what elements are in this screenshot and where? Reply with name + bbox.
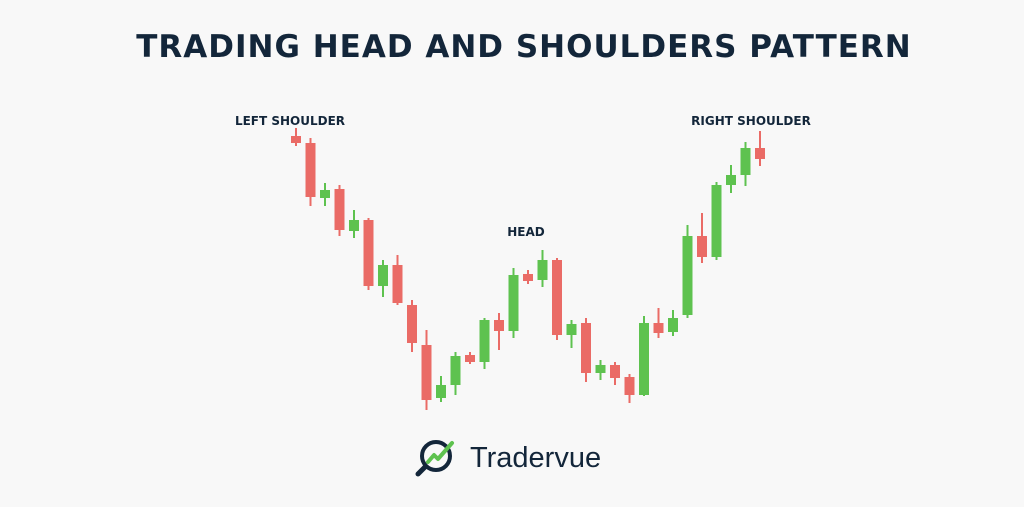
brand: Tradervue — [470, 442, 601, 474]
annotation: LEFT SHOULDER — [235, 114, 345, 128]
candle-body — [450, 356, 461, 385]
annotation: HEAD — [507, 225, 545, 239]
logo-icon — [415, 440, 454, 477]
candle-body — [320, 190, 330, 198]
candle-body — [291, 136, 301, 143]
candle-body — [349, 220, 359, 231]
candle-body — [523, 274, 533, 281]
candle-body — [334, 189, 345, 230]
candle-body — [711, 185, 722, 257]
candle-body — [726, 175, 736, 185]
candle-body — [436, 385, 446, 398]
candle-body — [378, 265, 388, 286]
candle-body — [363, 220, 374, 286]
candle-body — [682, 236, 693, 315]
candle-body — [508, 275, 519, 331]
chart-title: TRADING HEAD AND SHOULDERS PATTERN — [136, 29, 911, 65]
annotation: RIGHT SHOULDER — [691, 114, 811, 128]
candle-body — [610, 365, 620, 378]
candle-body — [653, 323, 664, 333]
candle-body — [421, 345, 432, 400]
candle-body — [552, 260, 562, 335]
candle-body — [639, 323, 649, 395]
candle-body — [697, 236, 707, 257]
candle-body — [407, 305, 417, 343]
candle-body — [305, 143, 316, 197]
candle-body — [494, 320, 504, 331]
candle-body — [624, 377, 635, 395]
candle-body — [581, 323, 591, 373]
candle-body — [537, 260, 548, 280]
candle-body — [465, 355, 475, 362]
candle-body — [740, 148, 751, 175]
candle-body — [392, 265, 403, 303]
candle-body — [668, 318, 678, 332]
candle-body — [566, 324, 577, 335]
candle-body — [479, 320, 490, 362]
candle-body — [755, 148, 765, 159]
candle-body — [595, 365, 606, 373]
